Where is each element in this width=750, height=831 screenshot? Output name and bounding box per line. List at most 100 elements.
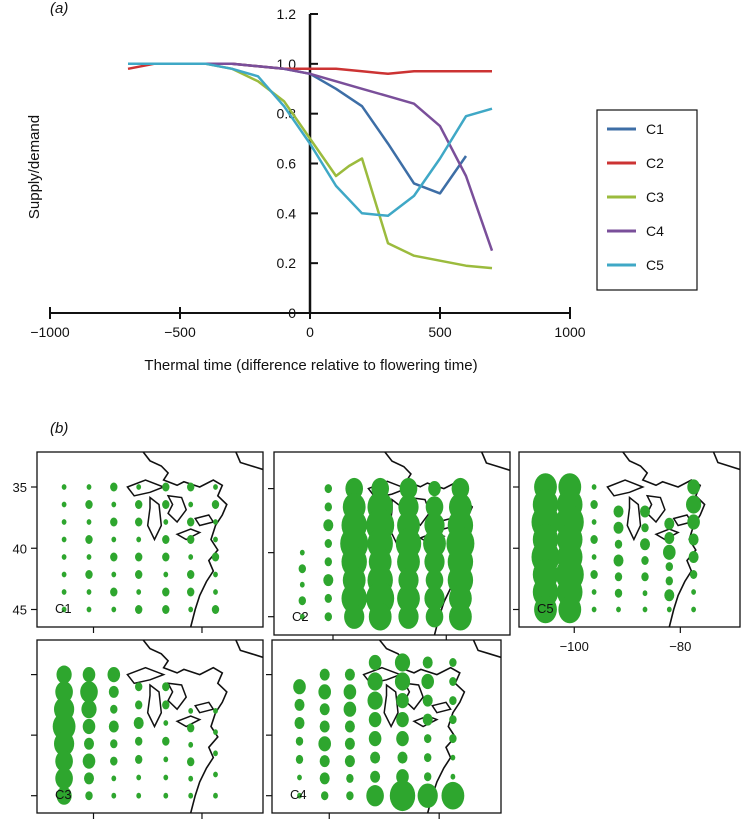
- great-lake-outline: [438, 517, 460, 530]
- site-dot: [424, 753, 432, 763]
- site-dot: [54, 697, 75, 722]
- site-dot: [691, 589, 696, 595]
- site-dot: [398, 604, 419, 629]
- site-dot: [323, 519, 334, 532]
- site-dot: [642, 606, 648, 613]
- site-dot: [424, 549, 445, 574]
- legend-label: C4: [646, 223, 664, 239]
- x-tick-label: −500: [164, 324, 196, 340]
- site-dot: [367, 528, 393, 559]
- site-dot: [664, 517, 675, 530]
- site-dot: [163, 519, 169, 525]
- site-dot: [162, 605, 170, 614]
- great-lake-outline: [194, 701, 215, 714]
- y-tick-label: 0: [288, 305, 296, 321]
- site-dot: [111, 536, 117, 543]
- site-dot: [663, 544, 676, 560]
- site-dot: [534, 595, 557, 624]
- x-tick-label: 500: [428, 324, 452, 340]
- site-dot: [422, 713, 433, 726]
- site-dot: [368, 602, 392, 631]
- site-dot: [614, 539, 623, 549]
- site-dot: [396, 712, 409, 728]
- site-dot: [532, 576, 559, 608]
- x-tick-label: 1000: [554, 324, 585, 340]
- site-dot: [686, 495, 702, 514]
- site-dot: [61, 501, 67, 508]
- site-dot: [428, 481, 441, 497]
- site-dot: [449, 677, 457, 686]
- site-dot: [61, 589, 67, 595]
- site-dot: [449, 658, 457, 667]
- site-dot: [55, 750, 73, 772]
- site-dot: [319, 755, 330, 768]
- great-lake-outline: [175, 715, 202, 728]
- map-panel-label: C3: [55, 787, 72, 802]
- site-dot: [447, 546, 474, 578]
- site-dot: [299, 549, 305, 556]
- legend-label: C1: [646, 121, 664, 137]
- map-panel-c2: C2: [268, 451, 511, 641]
- map-panel-label: C1: [55, 601, 72, 616]
- site-dot: [213, 589, 218, 595]
- site-dot: [162, 682, 170, 692]
- site-dot: [397, 548, 420, 576]
- site-dot: [687, 514, 700, 530]
- site-dot: [450, 773, 456, 780]
- site-dot: [84, 737, 94, 750]
- site-dot: [319, 720, 330, 733]
- great-lake-outline: [606, 479, 645, 497]
- site-dot: [61, 519, 67, 525]
- site-dot: [188, 501, 194, 508]
- site-dot: [187, 587, 195, 597]
- site-dot: [425, 569, 444, 591]
- site-dot: [162, 552, 170, 562]
- map-panel-c3: C3: [31, 639, 264, 819]
- site-dot: [641, 556, 649, 565]
- site-dot: [297, 792, 302, 799]
- map-panel-label: C4: [290, 787, 307, 802]
- site-dot: [343, 684, 357, 700]
- site-dot: [323, 574, 334, 587]
- great-lake-outline: [362, 666, 403, 685]
- coastline: [622, 452, 706, 627]
- site-dot: [688, 551, 699, 563]
- map-y-tick-label: 40: [13, 541, 27, 556]
- site-dot: [82, 753, 96, 769]
- site-dot: [187, 482, 195, 492]
- site-dot: [136, 589, 142, 595]
- site-dot: [299, 613, 305, 620]
- y-tick-label: 0.6: [277, 156, 297, 172]
- site-dot: [417, 783, 438, 808]
- site-dot: [163, 720, 169, 726]
- site-dot: [163, 756, 169, 763]
- site-dot: [111, 792, 117, 799]
- site-dot: [665, 576, 673, 586]
- site-dot: [136, 792, 142, 799]
- site-dot: [590, 570, 598, 579]
- great-lake-outline: [403, 682, 424, 711]
- site-dot: [368, 731, 382, 747]
- site-dot: [449, 602, 472, 631]
- site-dot: [56, 665, 72, 684]
- site-dot: [54, 731, 75, 756]
- site-dot: [135, 700, 143, 710]
- legend-label: C2: [646, 155, 664, 171]
- site-dot: [664, 532, 675, 544]
- site-dot: [319, 668, 330, 681]
- coastline: [235, 640, 263, 659]
- site-dot: [187, 535, 195, 544]
- site-dot: [344, 668, 355, 681]
- site-dot: [324, 539, 332, 548]
- site-dot: [664, 589, 675, 602]
- site-dot: [321, 791, 329, 801]
- great-lake-outline: [166, 494, 188, 524]
- site-dot: [371, 477, 390, 500]
- great-lake-outline: [383, 683, 399, 729]
- series-line-c5: [128, 62, 493, 218]
- site-dot: [187, 757, 195, 767]
- site-dot: [136, 484, 142, 490]
- site-dot: [557, 541, 583, 573]
- site-dot: [324, 502, 332, 512]
- site-dot: [86, 589, 92, 595]
